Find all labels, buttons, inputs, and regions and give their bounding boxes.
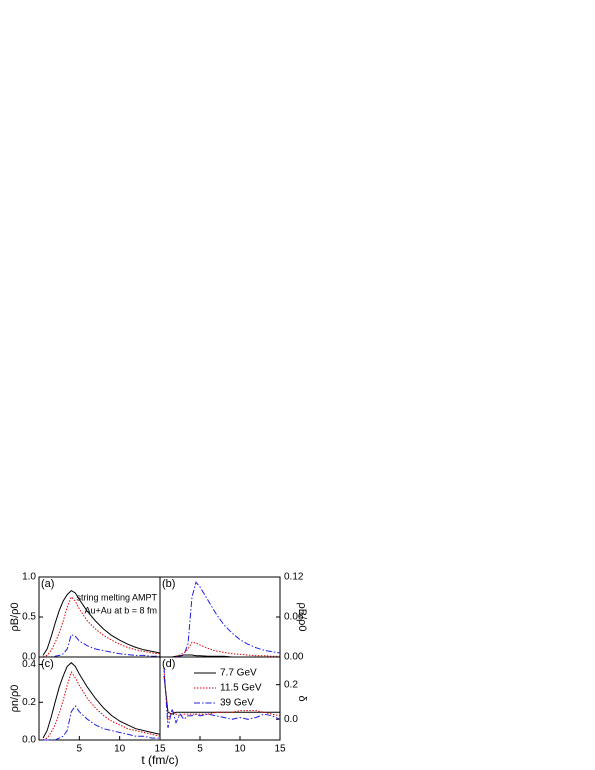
legend-label: 7.7 GeV <box>220 668 257 679</box>
y-tick-label: 0.0 <box>284 714 298 725</box>
y-tick-label: 0.12 <box>284 572 304 583</box>
y-tick-label: 0.5 <box>22 612 36 623</box>
x-tick-label: 15 <box>154 744 166 755</box>
annotation: string melting AMPT <box>76 592 157 602</box>
legend-label: 39 GeV <box>220 698 254 709</box>
y-axis-label: ρB/ρ0 <box>9 602 21 631</box>
data-line <box>43 705 160 741</box>
x-tick-label: 5 <box>197 744 203 755</box>
panel-label: (a) <box>41 578 54 590</box>
panel-label: (c) <box>41 658 54 670</box>
data-line <box>42 589 161 656</box>
plot-frame <box>159 576 281 658</box>
legend-label: 11.5 GeV <box>220 683 262 694</box>
data-line <box>43 633 160 658</box>
x-tick-label: 10 <box>114 744 126 755</box>
plot-frame <box>38 656 161 741</box>
x-axis-label: t (fm/c) <box>141 753 178 767</box>
y-axis-label: δ <box>296 695 308 701</box>
data-line <box>163 675 280 715</box>
panel-label: (b) <box>162 578 175 590</box>
x-tick-label: 5 <box>77 744 83 755</box>
plot-frame <box>159 656 281 741</box>
y-tick-label: 0.4 <box>22 659 36 670</box>
y-tick-label: 0.2 <box>22 697 36 708</box>
data-line <box>42 596 161 658</box>
data-line <box>42 670 161 741</box>
y-axis-label: ρn/ρ0 <box>9 685 21 713</box>
y-tick-label: 0.00 <box>284 652 304 663</box>
annotation: Au+Au at b = 8 fm <box>84 605 157 615</box>
data-line <box>164 641 280 658</box>
y-tick-label: 0.2 <box>284 679 298 690</box>
y-tick-label: 0.0 <box>22 652 36 663</box>
data-line <box>164 581 281 658</box>
x-tick-label: 15 <box>274 744 286 755</box>
data-line <box>42 662 161 739</box>
y-axis-label: ρB/ρ0 <box>296 602 308 631</box>
panel-label: (d) <box>162 658 175 670</box>
data-line <box>163 667 281 729</box>
x-tick-label: 10 <box>234 744 246 755</box>
y-tick-label: 0.06 <box>284 612 304 623</box>
data-line <box>163 670 281 722</box>
y-tick-label: 1.0 <box>22 572 36 583</box>
y-tick-label: 0.0 <box>22 735 36 746</box>
